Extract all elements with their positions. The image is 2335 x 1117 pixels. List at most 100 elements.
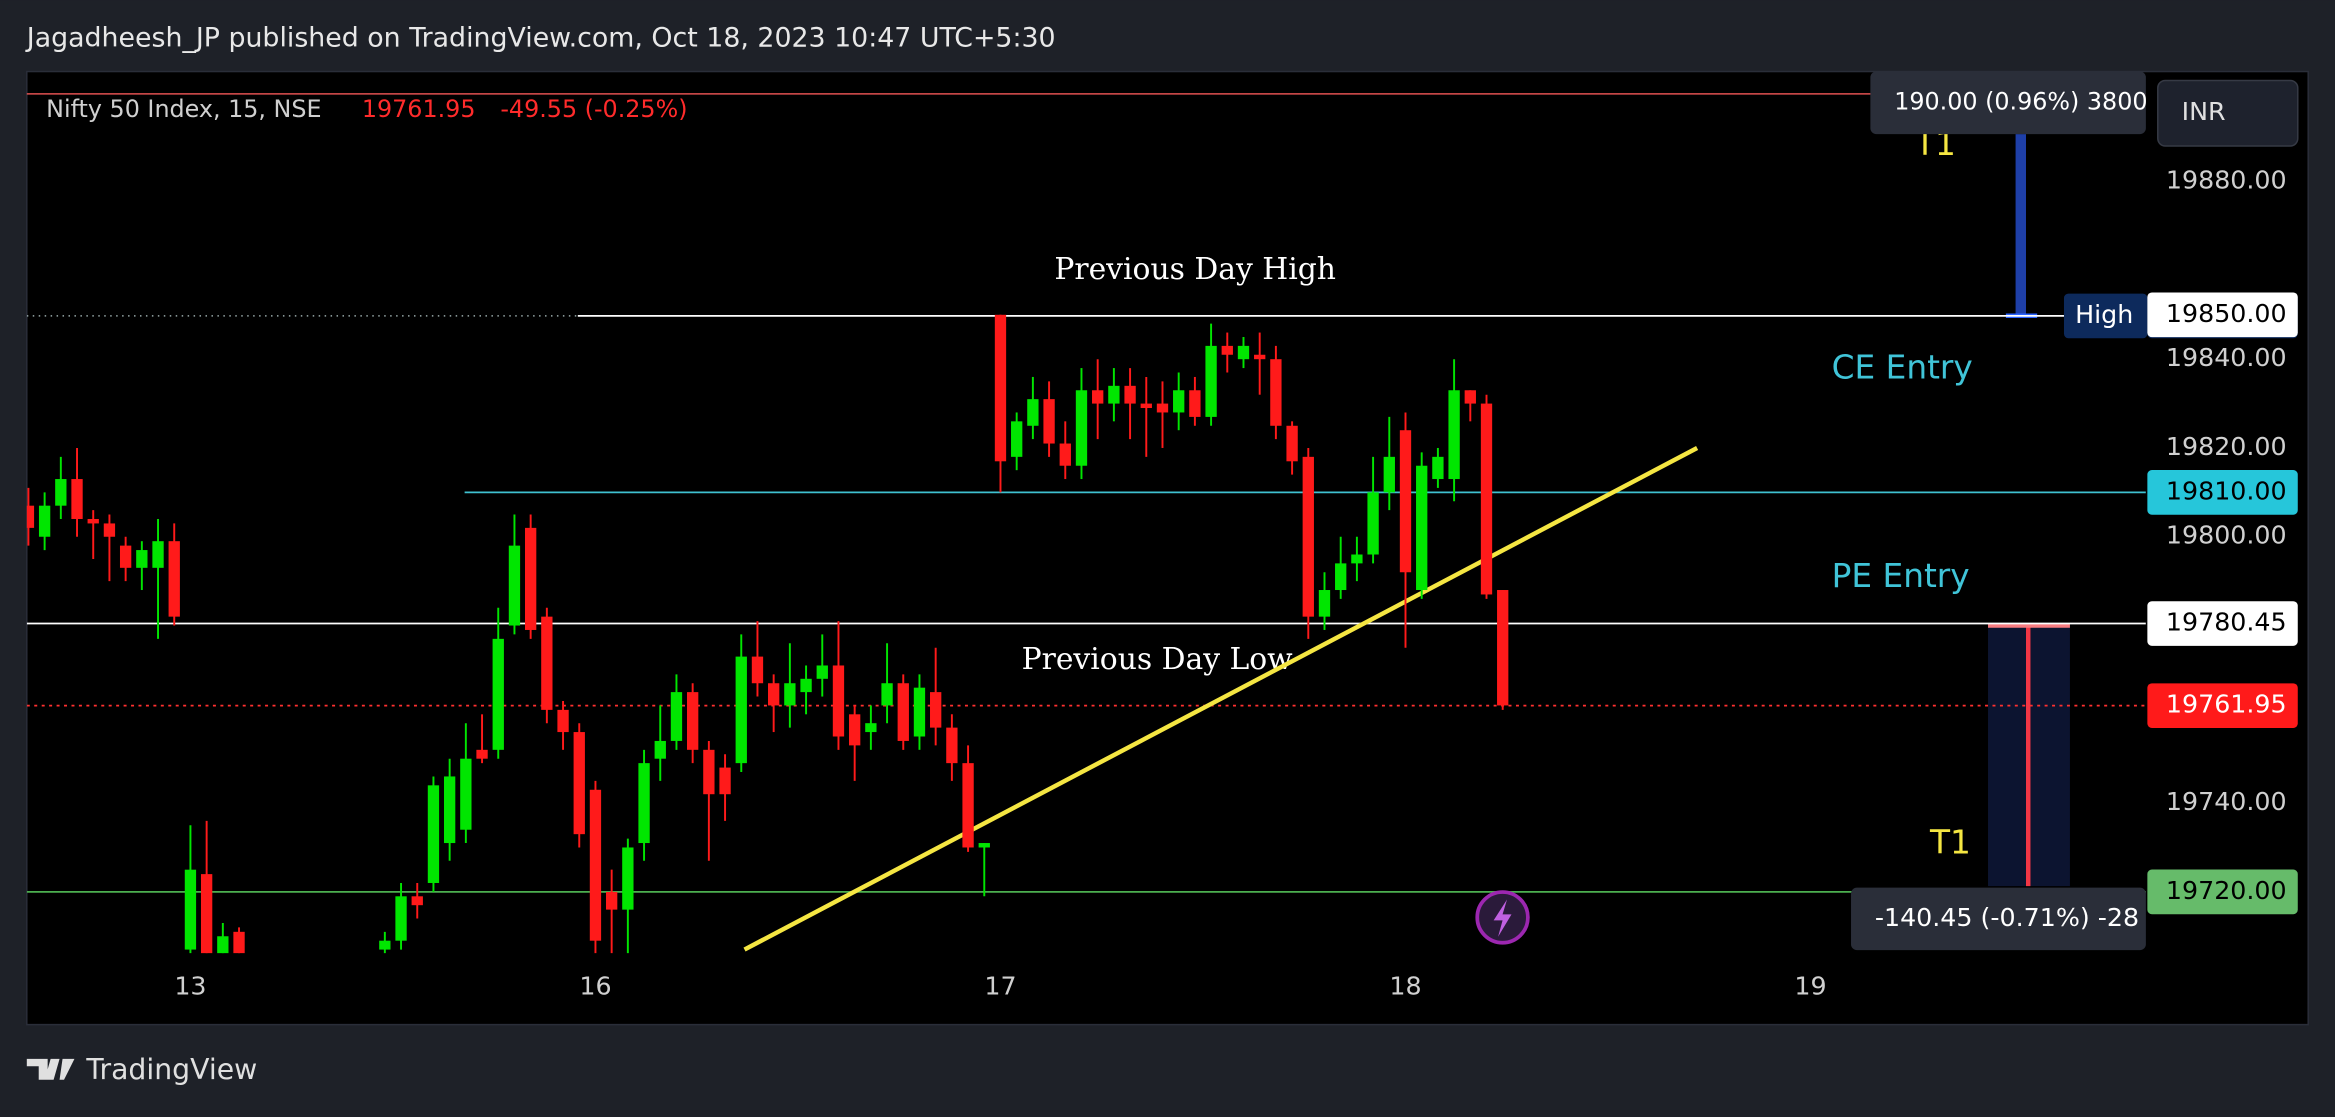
candle-body [541,616,553,710]
symbol: Nifty 50 Index, 15, NSE [46,95,321,123]
logo [26,1058,75,1080]
candle-body [168,541,180,617]
last-price: 19761.95 [362,95,476,123]
candle-body [1043,399,1055,444]
price-tag-label: 19720.00 [2166,876,2287,905]
candle-body [881,683,893,706]
candle-body [71,479,83,519]
candle-body [1205,345,1217,417]
candle-body [1432,456,1444,480]
annotation: T1 [1929,823,1971,861]
price-tag-name: High [2075,300,2133,329]
candle-body [1140,403,1152,409]
candle-body [946,727,958,764]
candle-body [103,523,116,537]
candle-body [395,896,407,941]
candle-body [87,518,99,524]
footer: TradingView [85,1053,257,1086]
candle-body [622,847,634,910]
candle-body [1351,554,1363,564]
price-tag-name-box [2063,293,2148,339]
x-tick-label: 18 [1389,971,1421,1000]
candle-body [492,638,504,750]
candle-body [687,692,699,750]
candle-body [605,891,618,910]
price-tag [2147,683,2298,728]
candle-body [476,749,488,759]
candle-body [427,785,440,883]
currency-button[interactable] [2157,79,2299,147]
candle-body [897,683,909,741]
candle-body [557,709,569,733]
header: Jagadheesh_JP published on TradingView.c… [25,22,1056,53]
candle-body [1480,403,1493,595]
candle-body [1075,390,1088,466]
price-tag [2147,470,2298,515]
price-tag [2147,601,2298,646]
candle-body [1189,390,1201,417]
x-tick-label: 17 [984,971,1016,1000]
candle-body [1367,492,1379,555]
candle-body [1173,390,1185,413]
position-label-box [1870,71,2146,135]
candle-body [233,931,245,954]
x-tick-label: 16 [579,971,611,1000]
annotation: Previous Day High [1054,252,1336,287]
position-label: 190.00 (0.96%) 3800 [1894,87,2147,115]
y-tick-label: 19840.00 [2166,343,2287,372]
candle-body [1254,354,1266,360]
candle-body [1092,390,1104,404]
candle-body [411,896,423,906]
candle-body [670,692,683,741]
candle-body [1059,443,1071,466]
candle-body [735,656,747,764]
candle-body [638,763,650,844]
annotation: CE Entry [1832,348,1973,386]
chart-pane [26,70,2309,1026]
candle-body [816,665,828,679]
candle-body [55,479,67,506]
currency[interactable]: INR [2182,97,2226,126]
candle-body [930,692,942,728]
candle-body [589,789,602,941]
candle-body [1416,465,1428,591]
candle-body [1221,345,1233,355]
candle-body [832,665,845,737]
candle-body [1011,421,1023,457]
change: -49.55 (-0.25%) [500,95,687,123]
candle-body [508,545,521,626]
annotation: PE Entry [1832,557,1970,595]
candle-body [654,740,666,759]
candle-body [1318,590,1331,617]
candle-body [217,936,229,954]
candle-body [719,767,731,795]
candle-body [460,758,472,830]
candle-body [800,678,812,693]
candle-body [865,723,877,733]
candle-body [751,656,764,684]
candle-body [962,763,974,848]
trendline [743,445,1699,952]
candle-body [136,550,148,568]
y-tick-label: 19740.00 [2166,787,2287,816]
y-tick-label: 19880.00 [2166,166,2287,195]
candle-body [1156,403,1169,413]
price-tag-label: 19810.00 [2166,476,2287,505]
price-tag [2147,869,2298,915]
candle-body [1464,390,1476,404]
candle-body [119,545,132,568]
price-tag-label: 19761.95 [2166,690,2287,719]
candle-body [978,843,990,848]
candle-body [1448,390,1460,480]
candle-body [994,314,1007,462]
candle-body [913,687,926,737]
candle-body [443,776,456,844]
candle-body [1335,563,1347,591]
candle-body [849,714,861,746]
price-tag [2147,292,2298,338]
x-tick-label: 13 [174,971,206,1000]
x-tick-label: 19 [1794,971,1826,1000]
candle-body [1497,590,1509,706]
